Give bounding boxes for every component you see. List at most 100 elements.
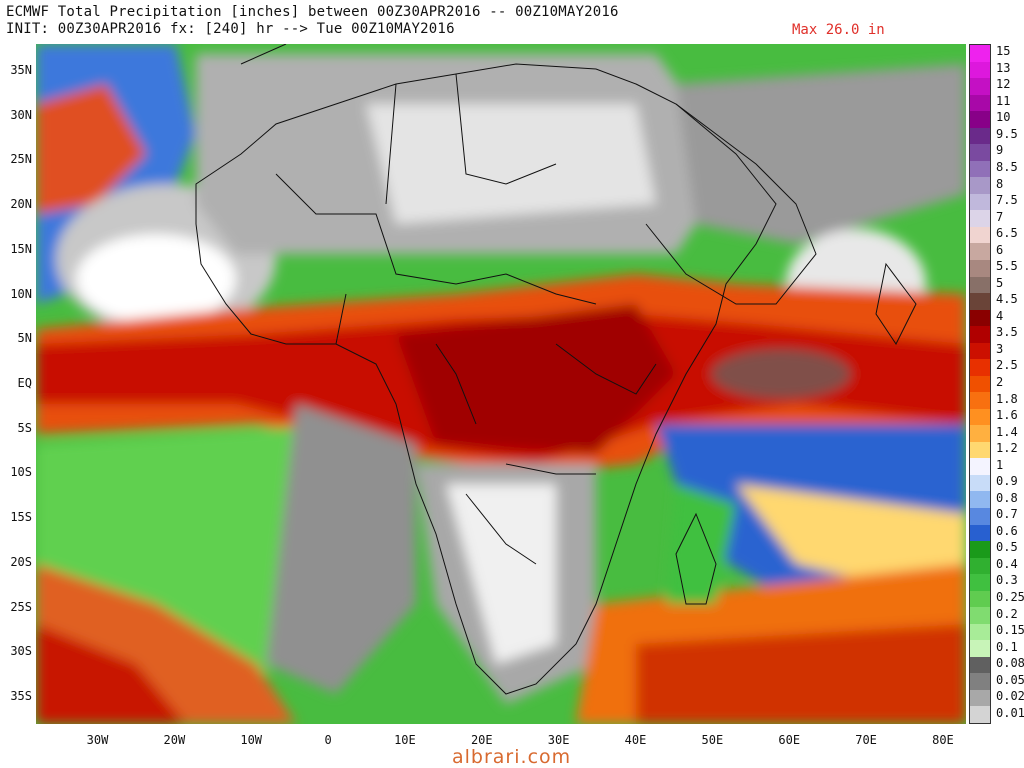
map-canvas [36, 44, 966, 724]
colorbar-label: 9 [996, 143, 1004, 158]
lon-label: 70E [855, 733, 877, 747]
colorbar-label: 3.5 [996, 325, 1018, 340]
colorbar-swatch [970, 541, 990, 559]
lon-label: 40E [624, 733, 647, 747]
colorbar-swatch [970, 640, 990, 658]
precip-field [36, 44, 966, 724]
lon-label: 80E [932, 733, 954, 747]
colorbar-label: 7.5 [996, 193, 1018, 208]
colorbar-label: 8.5 [996, 160, 1018, 175]
lon-label: 30E [547, 733, 570, 747]
lon-label: 10E [394, 733, 416, 747]
colorbar-label: 0.05 [996, 672, 1024, 687]
colorbar-label: 4.5 [996, 292, 1018, 307]
colorbar-label: 5.5 [996, 259, 1018, 274]
colorbar-swatch [970, 111, 990, 129]
colorbar-label: 2.5 [996, 358, 1018, 373]
colorbar-swatch [970, 309, 990, 327]
colorbar-label: 1.2 [996, 441, 1018, 456]
colorbar-swatch [970, 78, 990, 96]
colorbar-label: 0.5 [996, 540, 1018, 555]
colorbar-label: 6.5 [996, 226, 1018, 241]
colorbar-label: 6 [996, 242, 1004, 257]
colorbar-swatch [970, 359, 990, 377]
colorbar-label: 0.02 [996, 689, 1024, 704]
colorbar-swatch [970, 210, 990, 228]
colorbar-swatch [970, 94, 990, 112]
colorbar-label: 5 [996, 275, 1004, 290]
max-value-label: Max 26.0 in [792, 22, 885, 38]
colorbar-swatch [970, 193, 990, 211]
colorbar-swatch [970, 458, 990, 476]
lat-label: 25N [10, 152, 32, 167]
colorbar-label: 3 [996, 341, 1004, 356]
colorbar-label: 0.9 [996, 474, 1018, 489]
lon-label: 50E [701, 733, 724, 747]
colorbar-swatch [970, 276, 990, 294]
colorbar-swatch [970, 342, 990, 360]
colorbar-swatch [970, 656, 990, 674]
lat-label: 10S [10, 465, 32, 480]
lat-label: 5N [17, 331, 32, 346]
colorbar-label: 11 [996, 93, 1011, 108]
colorbar-swatch [970, 293, 990, 311]
colorbar-swatch [970, 375, 990, 393]
colorbar-label: 10 [996, 110, 1011, 125]
colorbar-label: 0.7 [996, 507, 1018, 522]
colorbar-swatch [970, 144, 990, 162]
colorbar-label: 0.1 [996, 639, 1018, 654]
colorbar [969, 44, 991, 724]
colorbar-swatch [970, 574, 990, 592]
lat-label: 30N [10, 107, 32, 122]
lon-label: 30W [86, 733, 109, 747]
colorbar-swatch [970, 243, 990, 261]
lon-label: 20W [163, 733, 186, 747]
colorbar-label: 1.6 [996, 408, 1018, 423]
colorbar-swatch [970, 623, 990, 641]
colorbar-swatch [970, 590, 990, 608]
lon-label: 60E [778, 733, 801, 747]
lat-label: EQ [17, 376, 32, 390]
lon-label: 10W [240, 733, 263, 747]
colorbar-label: 8 [996, 176, 1004, 191]
colorbar-label: 1.4 [996, 424, 1018, 439]
colorbar-label: 0.25 [996, 589, 1024, 604]
colorbar-label: 0.6 [996, 523, 1018, 538]
colorbar-label: 0.8 [996, 490, 1018, 505]
colorbar-swatch [970, 392, 990, 410]
lon-label: 0 [324, 733, 332, 747]
colorbar-swatch [970, 177, 990, 195]
colorbar-swatch [970, 127, 990, 145]
coastlines [195, 44, 917, 695]
colorbar-swatch [970, 557, 990, 575]
lat-label: 25S [10, 599, 32, 614]
colorbar-swatch [970, 441, 990, 459]
colorbar-label: 13 [996, 60, 1011, 75]
colorbar-swatch [970, 160, 990, 178]
lat-label: 20N [10, 197, 32, 212]
colorbar-label: 4 [996, 308, 1004, 323]
colorbar-swatch [970, 259, 990, 277]
colorbar-swatch [970, 425, 990, 443]
colorbar-label: 12 [996, 77, 1011, 92]
colorbar-label: 9.5 [996, 126, 1018, 141]
colorbar-label: 15 [996, 44, 1011, 59]
colorbar-label: 2 [996, 375, 1004, 389]
lat-label: 5S [17, 420, 32, 435]
lat-label: 20S [10, 554, 32, 569]
colorbar-swatch [970, 45, 990, 62]
colorbar-label: 0.01 [996, 705, 1024, 720]
colorbar-label: 7 [996, 209, 1004, 224]
colorbar-swatch [970, 226, 990, 244]
colorbar-label: 0.2 [996, 606, 1018, 621]
watermark: albrari.com [452, 746, 572, 768]
colorbar-swatch [970, 491, 990, 509]
colorbar-swatch [970, 607, 990, 625]
colorbar-label: 0.08 [996, 656, 1024, 671]
map-init-time: INIT: 00Z30APR2016 fx: [240] hr --> Tue … [6, 21, 455, 37]
lat-label: 15N [10, 241, 32, 256]
lon-label: 20E [470, 733, 493, 747]
colorbar-swatch [970, 706, 990, 724]
lat-label: 35N [10, 62, 32, 77]
colorbar-swatch [970, 524, 990, 542]
